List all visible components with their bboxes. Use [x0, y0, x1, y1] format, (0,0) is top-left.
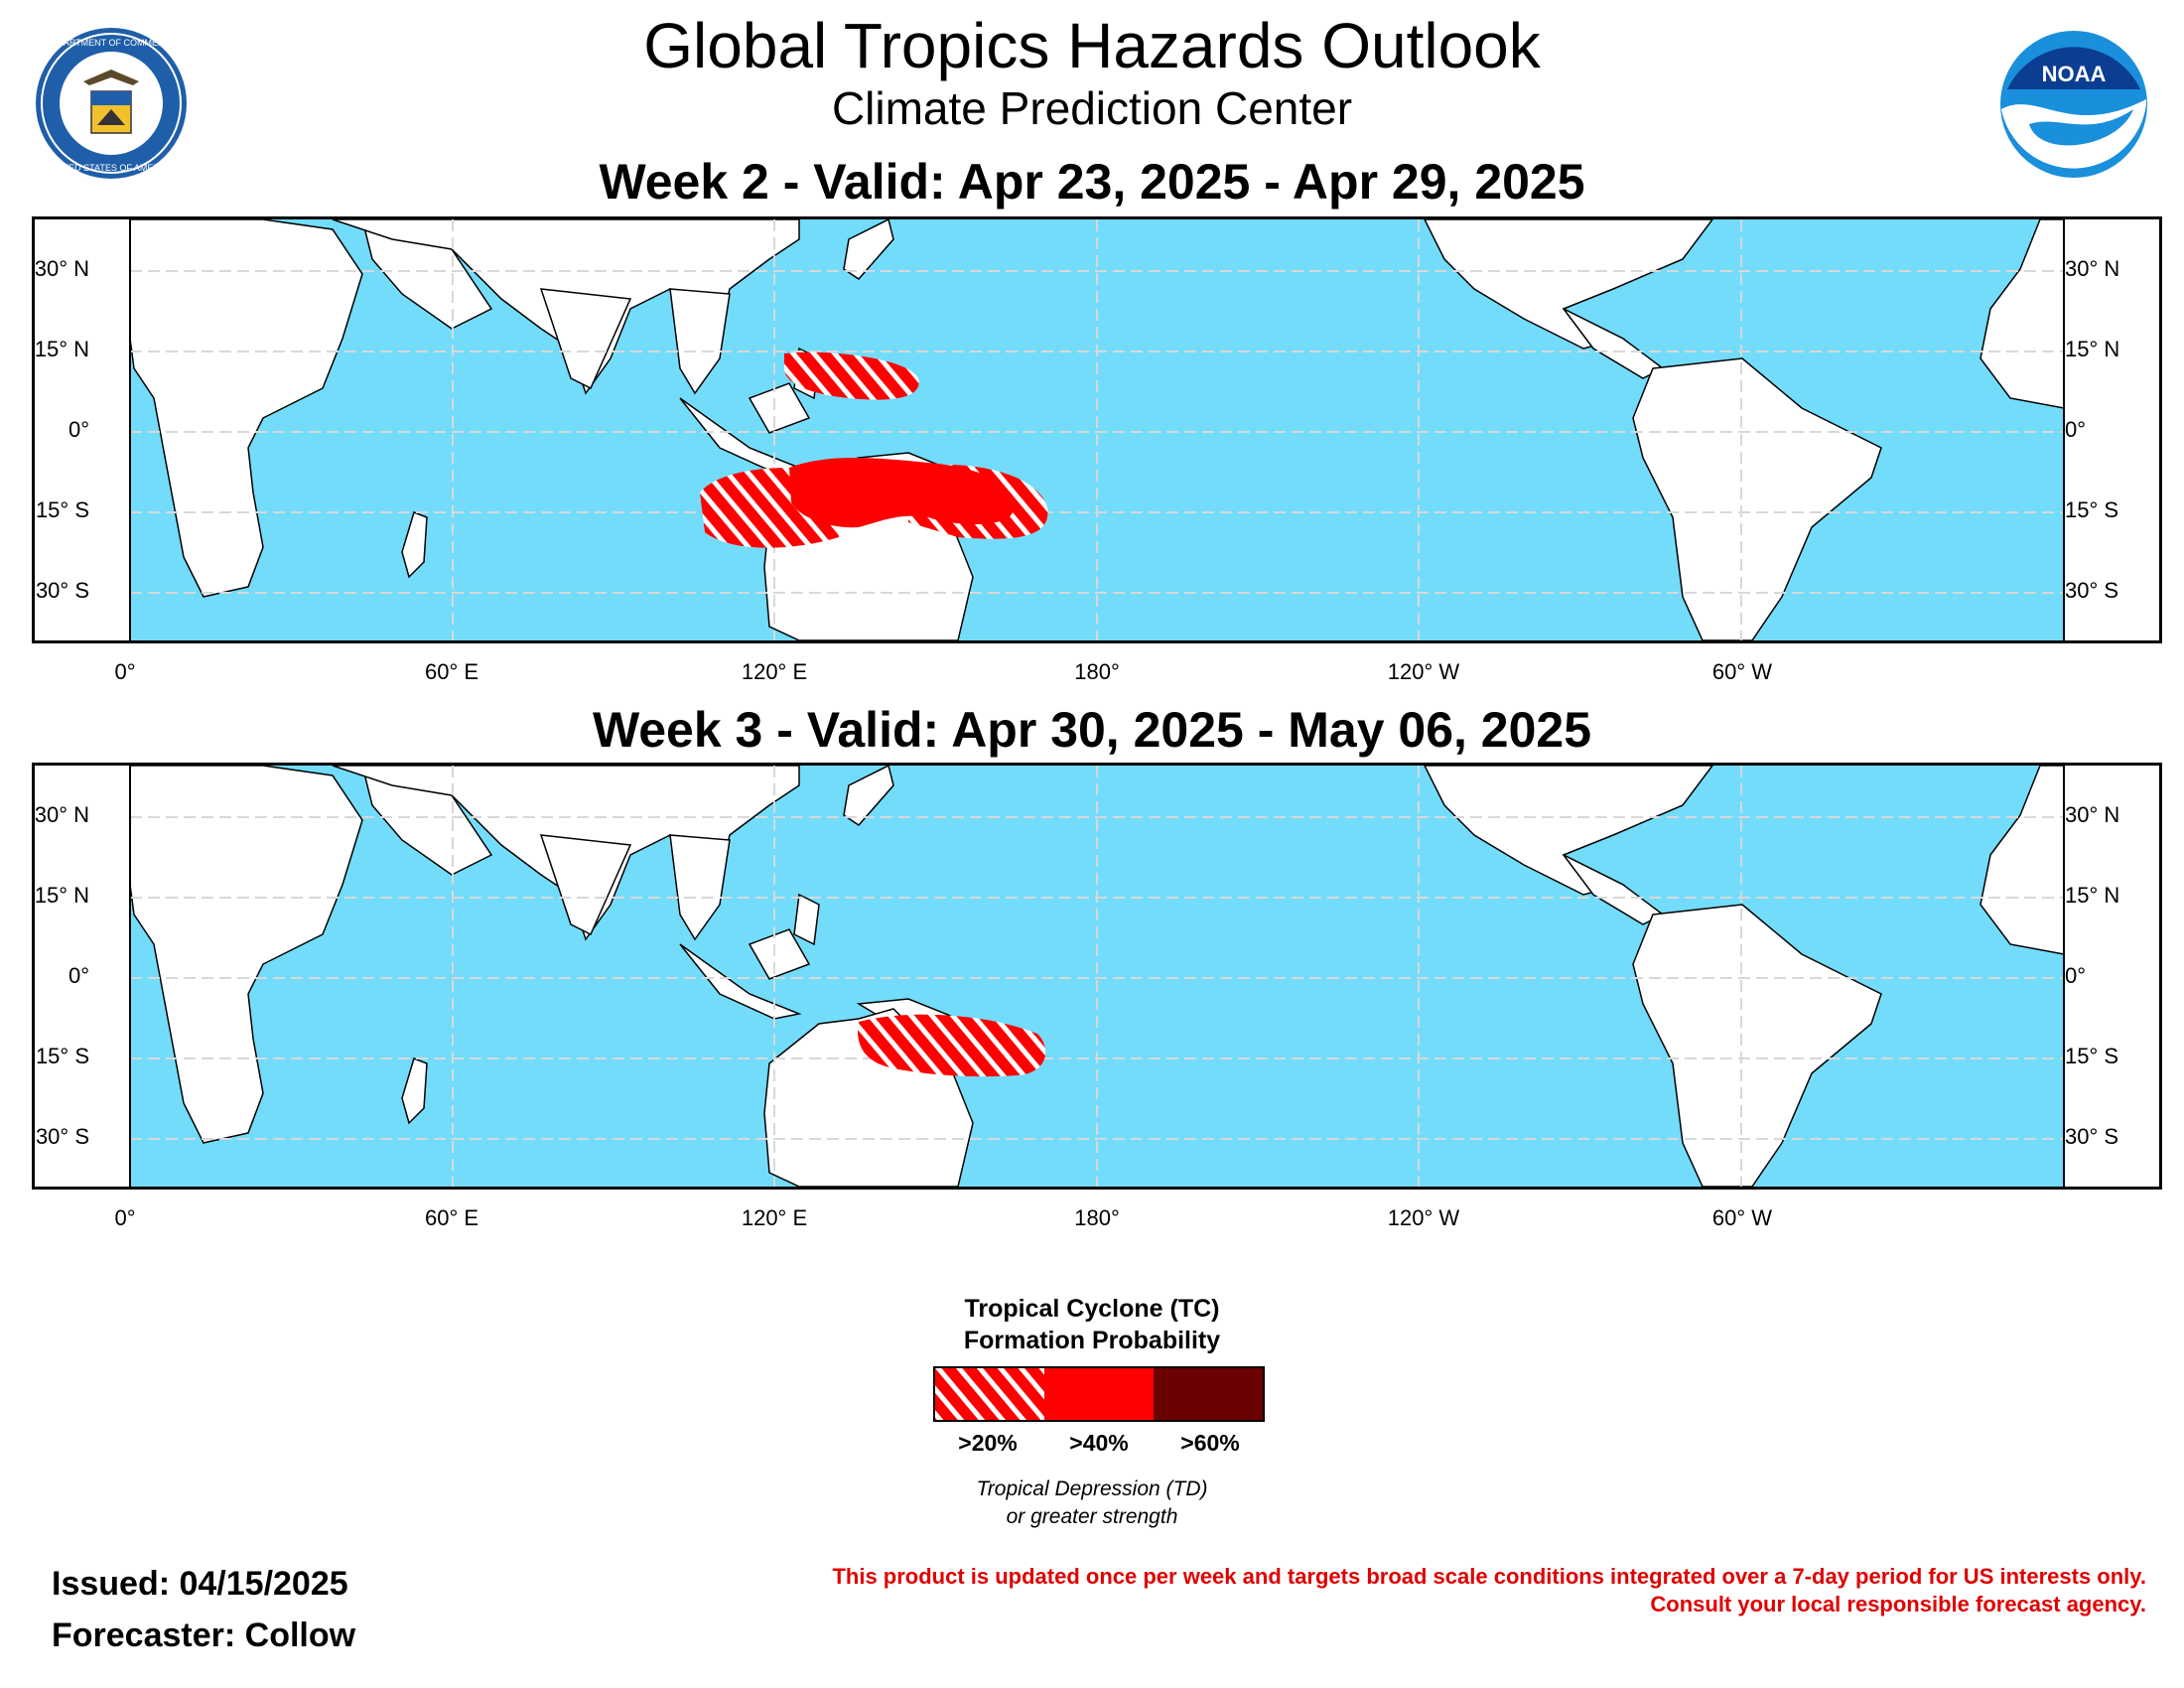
legend-note-line2: or greater strength: [1006, 1505, 1178, 1528]
week3-map: [32, 763, 2162, 1190]
week2-hazards: [700, 352, 1048, 548]
w2-lat-30s: 30° S: [35, 578, 89, 603]
w3-lat-15s: 15° S: [35, 1044, 89, 1068]
w2-lat-30n: 30° N: [34, 256, 89, 281]
w2-rlat-15n: 15° N: [2065, 337, 2120, 361]
legend-swatches: [933, 1366, 1265, 1422]
w3-rlat-15n: 15° N: [2065, 883, 2120, 908]
india-land: [539, 834, 632, 936]
week3-hazards: [858, 1014, 1046, 1077]
w2-lon-60w: 60° W: [1711, 659, 1773, 684]
noaa-logo: NOAA: [1999, 30, 2148, 179]
forecaster: Forecaster: Collow: [52, 1617, 356, 1654]
legend-title-line1: Tropical Cyclone (TC): [964, 1295, 1220, 1323]
w3-lon-120e: 120° E: [741, 1205, 808, 1230]
doc-seal-logo: DEPARTMENT OF COMMERCE UNITED STATES OF …: [34, 26, 189, 181]
week3-map-canvas: [129, 766, 2065, 1187]
w2-rlat-0: 0°: [2065, 417, 2087, 442]
w2-rlat-30n: 30° N: [2065, 256, 2120, 281]
w2-lon-60e: 60° E: [424, 659, 479, 684]
disclaimer-line1: This product is updated once per week an…: [832, 1564, 2146, 1589]
japan-land: [843, 766, 894, 826]
south-america-land: [1632, 904, 1882, 1187]
africa-land: [129, 219, 363, 598]
legend-swatch-20: [935, 1368, 1044, 1420]
w3-lon-60e: 60° E: [424, 1205, 479, 1230]
indonesia-land: [679, 943, 802, 1020]
w3-lon-180: 180°: [1074, 1205, 1120, 1230]
week2-map: [32, 216, 2162, 643]
legend-title-line2: Formation Probability: [963, 1327, 1221, 1354]
hazard-north-aus-40: [789, 458, 1014, 528]
madagascar-land: [401, 1057, 428, 1125]
legend-swatch-60: [1154, 1368, 1263, 1420]
legend-note-line1: Tropical Depression (TD): [976, 1477, 1208, 1500]
w3-lat-30s: 30° S: [35, 1124, 89, 1149]
seal-text-bottom: UNITED STATES OF AMERICA: [48, 163, 175, 173]
week3-title: Week 3 - Valid: Apr 30, 2025 - May 06, 2…: [592, 702, 1592, 758]
hazard-wnp-20: [784, 352, 919, 400]
w2-lat-15n: 15° N: [34, 337, 89, 361]
w2-rlat-15s: 15° S: [2065, 497, 2119, 522]
indochina-land: [669, 834, 731, 941]
philippines-land: [793, 893, 820, 946]
w3-lat-30n: 30° N: [34, 802, 89, 827]
japan-land: [843, 219, 894, 280]
w3-lat-15n: 15° N: [34, 883, 89, 908]
w3-rlat-0: 0°: [2065, 963, 2087, 988]
disclaimer-line2: Consult your local responsible forecast …: [1650, 1592, 2146, 1617]
w3-lon-120w: 120° W: [1387, 1205, 1460, 1230]
w3-rlat-15s: 15° S: [2065, 1044, 2119, 1068]
w2-lat-0: 0°: [68, 417, 89, 442]
w3-rlat-30s: 30° S: [2065, 1124, 2119, 1149]
w2-rlat-30s: 30° S: [2065, 578, 2119, 603]
borneo-land: [748, 928, 811, 980]
africa-land: [129, 766, 363, 1144]
madagascar-land: [401, 511, 428, 579]
page-title: Global Tropics Hazards Outlook: [643, 10, 1541, 81]
w3-lat-0: 0°: [68, 963, 89, 988]
gridlines: [130, 766, 2064, 1187]
issued-date: Issued: 04/15/2025: [52, 1565, 348, 1603]
gridlines: [130, 219, 2064, 640]
w3-lon-60w: 60° W: [1711, 1205, 1773, 1230]
w2-lon-120e: 120° E: [741, 659, 808, 684]
w3-lon-0: 0°: [114, 1205, 136, 1230]
w2-lon-0: 0°: [114, 659, 136, 684]
noaa-text: NOAA: [2042, 62, 2107, 86]
w2-lat-15s: 15° S: [35, 497, 89, 522]
week2-title: Week 2 - Valid: Apr 23, 2025 - Apr 29, 2…: [599, 154, 1585, 210]
w2-lon-180: 180°: [1074, 659, 1120, 684]
w2-lon-120w: 120° W: [1387, 659, 1460, 684]
week2-map-canvas: [129, 219, 2065, 640]
india-land: [539, 288, 632, 390]
hazard-arafura-coral-20: [858, 1014, 1046, 1077]
legend-label-60: >60%: [1180, 1430, 1240, 1456]
borneo-land: [748, 382, 811, 434]
legend-label-20: >20%: [958, 1430, 1018, 1456]
legend-label-40: >40%: [1069, 1430, 1129, 1456]
indochina-land: [669, 288, 731, 395]
south-america-land: [1632, 357, 1882, 640]
seal-text-top: DEPARTMENT OF COMMERCE: [46, 38, 177, 48]
w3-rlat-30n: 30° N: [2065, 802, 2120, 827]
legend-swatch-40: [1044, 1368, 1154, 1420]
page-subtitle: Climate Prediction Center: [831, 82, 1353, 134]
